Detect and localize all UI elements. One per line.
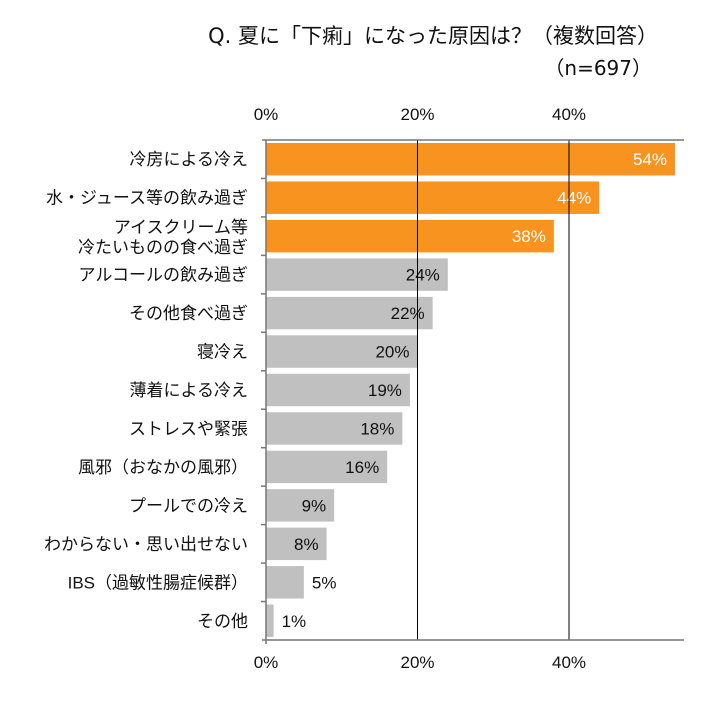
x-tick-label-top: 20%: [400, 105, 434, 124]
data-label: 22%: [391, 304, 425, 323]
data-label: 24%: [406, 266, 440, 285]
bar: [266, 181, 600, 214]
x-tick-label-top: 0%: [254, 105, 279, 124]
category-label: 冷たいものの食べ過ぎ: [78, 238, 248, 257]
bar: [266, 489, 335, 522]
data-label: 44%: [557, 189, 591, 208]
x-tick-label-top: 40%: [552, 105, 586, 124]
bar: [266, 219, 554, 253]
category-label: 寝冷え: [197, 342, 248, 362]
category-label: その他食べ過ぎ: [129, 304, 248, 323]
category-label: 風邪（おなかの風邪）: [78, 458, 248, 477]
chart-title: Q. 夏に「下痢」になった原因は？（複数回答）: [208, 24, 658, 48]
data-label: 16%: [345, 458, 379, 477]
x-tick-label-bottom: 20%: [400, 653, 434, 672]
data-label: 9%: [302, 496, 327, 515]
bar: [266, 143, 676, 176]
category-label: その他: [197, 612, 248, 631]
x-tick-label-bottom: 0%: [254, 653, 279, 672]
bar: [266, 450, 388, 484]
category-label: アイスクリーム等: [114, 218, 248, 237]
bar: [266, 412, 403, 445]
category-label: 冷房による冷え: [130, 150, 249, 169]
data-label: 38%: [512, 227, 546, 246]
category-label: 薄着による冷え: [130, 381, 249, 400]
bar: [266, 604, 274, 637]
category-label: アルコールの飲み過ぎ: [79, 266, 249, 285]
chart-subtitle: （n=697）: [544, 56, 652, 80]
bar: [266, 296, 433, 330]
category-label: わからない・思い出せない: [44, 535, 248, 554]
bar: [266, 373, 410, 407]
bar: [266, 566, 304, 599]
category-label: ストレスや緊張: [129, 419, 248, 438]
x-tick-label-bottom: 40%: [552, 653, 586, 672]
bar: [266, 335, 418, 368]
data-label: 54%: [633, 150, 667, 169]
category-label: 水・ジュース等の飲み過ぎ: [46, 189, 248, 208]
category-label: IBS（過敏性腸症候群）: [68, 573, 248, 592]
data-label: 8%: [294, 535, 319, 554]
data-label: 19%: [368, 381, 402, 400]
bar: [266, 527, 327, 561]
data-label: 20%: [375, 343, 409, 362]
data-label: 5%: [312, 573, 337, 592]
data-label: 1%: [282, 612, 307, 631]
data-label: 18%: [360, 419, 394, 438]
category-label: プールでの冷え: [129, 496, 248, 515]
